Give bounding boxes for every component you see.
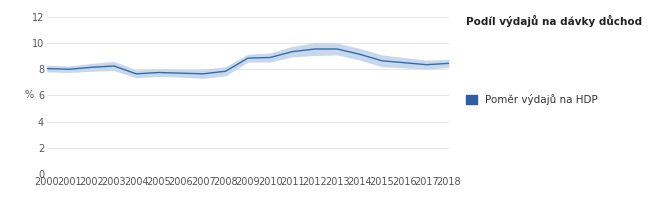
Text: Podíl výdajů na dávky důchod: Podíl výdajů na dávky důchod <box>466 15 642 27</box>
Legend: Poměr výdajů na HDP: Poměr výdajů na HDP <box>466 94 598 105</box>
Y-axis label: %: % <box>24 90 34 100</box>
